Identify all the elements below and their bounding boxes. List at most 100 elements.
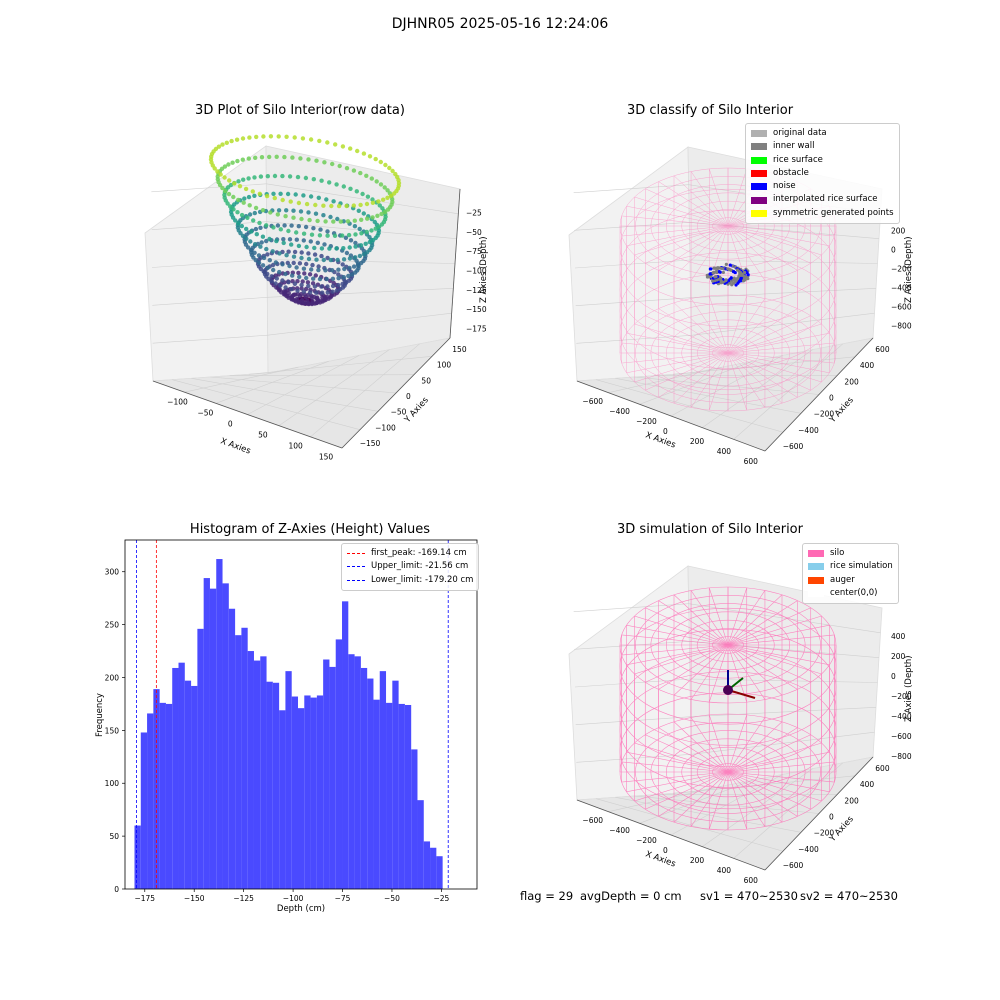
point	[240, 157, 245, 162]
point	[306, 157, 311, 162]
point	[328, 257, 334, 263]
point	[299, 255, 304, 261]
cluster-point	[708, 272, 712, 276]
x-tick-label: 200	[690, 856, 705, 865]
legend-label: Lower_limit: -179.20 cm	[371, 574, 474, 585]
point	[277, 251, 282, 256]
point	[338, 219, 343, 224]
histogram-bar	[203, 578, 210, 889]
legend-label: rice surface	[773, 154, 823, 165]
point	[331, 199, 336, 204]
histogram-bar	[316, 695, 324, 889]
point	[245, 215, 250, 220]
histogram-x-tick-label: −50	[384, 894, 400, 903]
point	[274, 154, 279, 159]
point	[330, 283, 336, 289]
cluster-point	[728, 263, 732, 267]
point	[278, 283, 283, 288]
legend-swatch	[751, 209, 767, 217]
point	[351, 203, 356, 208]
silo-spoke	[634, 352, 729, 383]
point	[310, 298, 315, 304]
silo-spoke	[727, 771, 835, 783]
silo-spoke	[727, 225, 783, 277]
x-tick-label: −200	[636, 836, 657, 845]
point	[272, 173, 278, 179]
x-tick-label: −400	[609, 407, 630, 416]
point	[334, 288, 340, 293]
x-tick-label: 600	[744, 457, 759, 466]
histogram-y-tick-label: 150	[105, 726, 120, 735]
histogram-y-tick-label: 100	[105, 779, 120, 788]
simulation-3d-xlabel: X Axies	[644, 849, 677, 869]
point	[296, 200, 302, 206]
silo-spoke	[727, 352, 766, 408]
silo-spoke	[727, 721, 783, 773]
point	[306, 210, 311, 215]
y-tick-label: 50	[421, 376, 431, 385]
z-tick-label: −100	[466, 267, 487, 276]
histogram-bar	[159, 702, 166, 889]
point	[317, 138, 322, 144]
histogram-bar	[392, 680, 399, 889]
cluster-point	[716, 282, 721, 286]
cluster-point	[741, 279, 746, 283]
z-tick-label: 200	[891, 227, 906, 236]
silo-spoke	[673, 644, 729, 696]
cluster-point	[715, 270, 719, 275]
point	[252, 242, 258, 247]
x-tick-label: −600	[582, 397, 603, 406]
point	[283, 271, 288, 277]
histogram-bar	[329, 666, 336, 889]
legend-entry: rice simulation	[808, 560, 893, 573]
point	[220, 185, 225, 191]
point	[257, 191, 262, 196]
point	[351, 168, 357, 173]
silo-spoke	[626, 205, 729, 227]
raw-3d-grid	[151, 183, 459, 438]
point	[277, 269, 282, 275]
cluster-point	[718, 270, 722, 274]
y-tick-label: 400	[860, 361, 875, 370]
x-tick-label: 600	[744, 876, 759, 885]
point	[281, 289, 287, 294]
status-flag: flag = 29	[520, 889, 574, 903]
silo-spoke	[727, 594, 783, 646]
z-tick-label: −800	[891, 752, 912, 761]
legend-entry: obstacle	[751, 167, 894, 180]
silo-wall-ring	[619, 210, 837, 327]
silo-spoke	[727, 771, 811, 810]
z-tick-label: 0	[891, 672, 896, 681]
point	[269, 274, 274, 279]
point	[342, 266, 347, 272]
legend-label: interpolated rice surface	[773, 194, 878, 205]
silo-spoke	[673, 225, 729, 277]
point	[357, 253, 363, 259]
silo-spoke	[621, 352, 729, 364]
point	[373, 226, 378, 231]
classify-3d-x-axis-line	[576, 380, 766, 452]
point	[259, 240, 264, 245]
point	[244, 236, 249, 241]
silo-spoke	[658, 727, 729, 773]
point	[216, 144, 222, 149]
silo-spoke	[727, 714, 748, 773]
point	[330, 289, 335, 294]
point	[331, 219, 336, 224]
x-tick-label: 0	[663, 427, 668, 436]
point	[340, 144, 346, 149]
histogram-bar	[247, 651, 254, 889]
silo-spoke	[727, 742, 822, 773]
point	[379, 211, 384, 217]
point	[330, 276, 336, 281]
point	[240, 233, 246, 239]
x-tick-label: 200	[690, 437, 705, 446]
point	[360, 191, 365, 197]
point	[246, 156, 251, 161]
point	[337, 163, 342, 169]
silo-spoke	[727, 352, 811, 391]
point	[285, 191, 291, 197]
point	[334, 182, 339, 187]
silo-spoke	[727, 352, 747, 411]
point	[264, 238, 269, 244]
